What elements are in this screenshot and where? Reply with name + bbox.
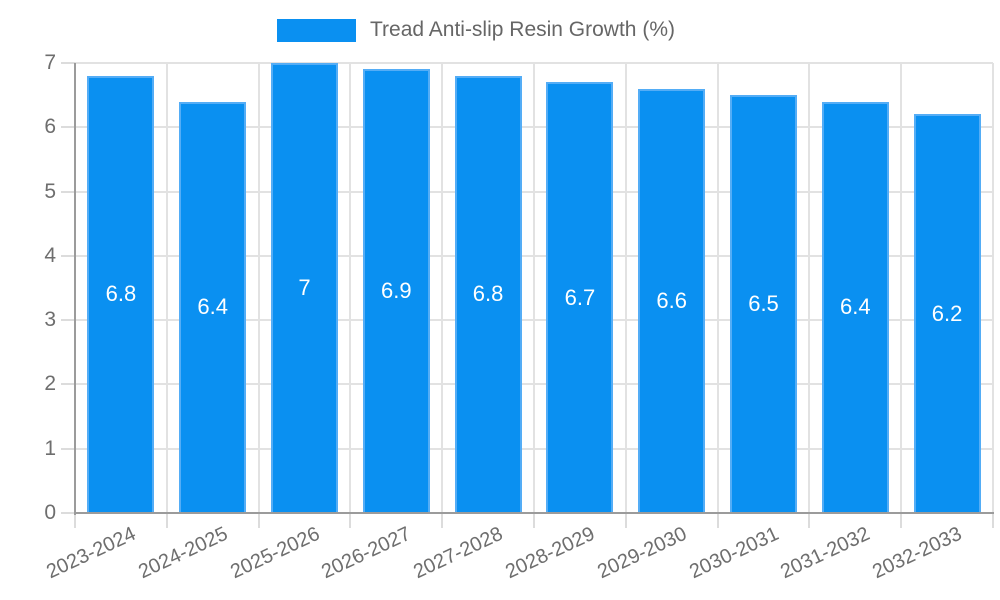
gridline-vertical (808, 63, 811, 513)
bar-value-label: 6.6 (656, 287, 687, 313)
bar (730, 95, 797, 513)
y-axis-line (74, 63, 76, 515)
x-axis-tick (257, 513, 260, 528)
bar-value-label: 6.8 (472, 281, 504, 307)
y-axis-tick (61, 447, 75, 450)
x-axis-tick (716, 513, 719, 528)
bar (179, 101, 247, 513)
y-axis-tick (61, 126, 75, 129)
x-axis-tick (624, 513, 627, 528)
bar-value-label: 6.8 (105, 281, 137, 307)
legend-swatch-icon (277, 18, 356, 42)
y-tick-label: 6 (44, 115, 56, 139)
gridline-vertical (349, 63, 352, 513)
x-axis-tick (165, 513, 168, 528)
bar-value-label: 6.7 (564, 284, 596, 310)
x-axis-tick (900, 513, 903, 528)
x-axis-line (74, 512, 994, 514)
x-axis-tick (349, 513, 352, 528)
bar (454, 75, 522, 513)
x-axis-tick (74, 513, 76, 528)
y-axis-tick (61, 319, 75, 322)
gridline-vertical (624, 63, 627, 513)
bar-value-label: 6.4 (197, 294, 228, 320)
y-tick-label: 4 (44, 243, 56, 267)
gridline-vertical (533, 63, 535, 513)
y-axis-tick (61, 62, 75, 64)
x-axis-tick (808, 513, 811, 528)
gridline-vertical (992, 63, 994, 513)
bar-value-label: 6.9 (381, 278, 412, 304)
bar (362, 69, 430, 513)
legend[interactable]: Tread Anti-slip Resin Growth (%) (277, 18, 675, 42)
x-axis-tick (533, 513, 535, 528)
bar (821, 101, 889, 513)
gridline-vertical (441, 63, 444, 513)
gridline-vertical (257, 63, 260, 513)
bar (638, 88, 706, 513)
bar (271, 63, 338, 513)
y-tick-label: 0 (44, 501, 56, 524)
bar-value-label: 6.5 (748, 291, 779, 317)
bar (913, 114, 981, 513)
y-tick-label: 5 (44, 179, 56, 203)
x-axis-tick (992, 513, 994, 528)
bar-value-label: 7 (298, 275, 311, 300)
y-axis-tick (61, 512, 75, 514)
gridline-vertical (900, 63, 903, 513)
y-axis-tick (61, 383, 75, 386)
legend-label: Tread Anti-slip Resin Growth (%) (370, 18, 675, 41)
bar (546, 82, 614, 513)
bar-value-label: 6.4 (840, 294, 871, 320)
bar (87, 75, 155, 513)
x-axis-tick (441, 513, 444, 528)
gridline-vertical (165, 63, 168, 513)
y-tick-label: 2 (44, 372, 56, 396)
y-tick-label: 7 (44, 51, 56, 74)
gridline-vertical (716, 63, 719, 513)
y-tick-label: 1 (44, 436, 56, 460)
y-axis-tick (61, 254, 75, 257)
bar-value-label: 6.2 (931, 300, 963, 326)
y-tick-label: 3 (44, 308, 56, 332)
y-axis-tick (61, 190, 75, 193)
